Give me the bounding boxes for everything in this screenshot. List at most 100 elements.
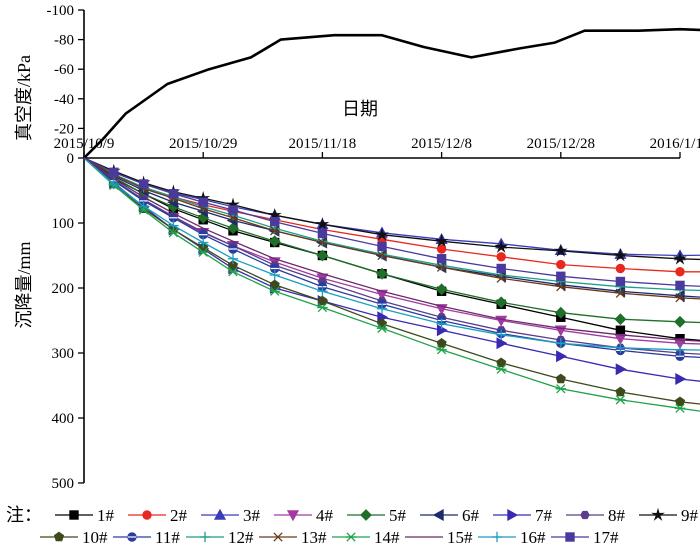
legend-label: 5# xyxy=(389,506,407,525)
settlement-point xyxy=(228,244,238,254)
settlement-point xyxy=(615,342,626,353)
settlement-point xyxy=(227,267,239,277)
settlement-point xyxy=(317,237,328,248)
vacuum-tick-label: -40 xyxy=(54,92,74,108)
legend-label: 17# xyxy=(593,528,619,547)
legend-marker xyxy=(127,532,137,542)
settlement-point xyxy=(269,286,280,296)
legend-label: 10# xyxy=(82,528,108,547)
settlement-point xyxy=(614,313,627,326)
settlement-point xyxy=(494,239,509,253)
legend-label: 4# xyxy=(316,506,334,525)
settlement-point xyxy=(168,189,179,199)
settlement-series-line xyxy=(83,157,700,351)
legend-label: 11# xyxy=(155,528,180,547)
legend-marker xyxy=(651,507,665,521)
settlement-point xyxy=(108,178,119,190)
legend-marker xyxy=(199,531,211,543)
settlement-point xyxy=(436,254,447,264)
settlement-point xyxy=(376,303,388,314)
settlement-point xyxy=(317,286,328,297)
settlement-point xyxy=(615,386,626,397)
legend-marker xyxy=(142,510,152,520)
legend-label: 7# xyxy=(535,506,553,525)
settlement-point xyxy=(674,344,686,355)
legend-item: 1# xyxy=(55,506,115,525)
legend-marker xyxy=(286,510,300,522)
settlement-series-line xyxy=(83,157,700,342)
settlement-point xyxy=(375,289,389,301)
settlement-point xyxy=(198,197,208,207)
settlement-point xyxy=(615,263,626,274)
settlement-point xyxy=(496,329,507,340)
vacuum-tick-label: -80 xyxy=(54,33,74,49)
settlement-point xyxy=(269,269,280,281)
date-axis-title: 日期 xyxy=(342,99,378,119)
settlement-point xyxy=(436,318,447,329)
settlement-point xyxy=(227,259,239,270)
settlement-point xyxy=(673,338,687,350)
settlement-series-line xyxy=(83,157,700,412)
settlement-point xyxy=(316,249,329,262)
legend-note: 注： xyxy=(6,505,42,525)
settlement-point xyxy=(317,295,328,306)
legend-marker xyxy=(69,510,79,520)
settlement-point xyxy=(615,325,626,335)
legend-marker xyxy=(213,508,227,520)
settlement-point xyxy=(228,213,238,223)
legend-label: 12# xyxy=(228,528,254,547)
settlement-point xyxy=(375,227,389,241)
legend-marker xyxy=(345,532,357,542)
legend-label: 3# xyxy=(243,506,261,525)
settlement-point xyxy=(495,296,508,309)
settlement-point xyxy=(496,273,506,283)
settlement-point xyxy=(436,244,447,254)
legend-marker xyxy=(580,510,590,520)
settlement-point xyxy=(270,263,280,274)
vacuum-tick-label: -20 xyxy=(54,121,74,137)
vacuum-series-line xyxy=(83,27,700,159)
legend-item: 2# xyxy=(128,506,188,525)
legend: 注： 1# 2# 3# 4# 5# 6# 7# 8# 9# 10# 11# 12# 13# 14# 15# 16… xyxy=(6,505,699,547)
settlement-point xyxy=(554,306,567,319)
legend-marker xyxy=(432,508,444,522)
legend-label: 9# xyxy=(681,506,699,525)
legend-item: 3# xyxy=(201,506,261,525)
settlement-point xyxy=(434,233,449,248)
settlement-point xyxy=(556,350,568,363)
settlement-point xyxy=(435,283,448,296)
settlement-point xyxy=(556,259,566,270)
vacuum-tick-label: 0 xyxy=(67,151,75,167)
settlement-point xyxy=(228,205,238,215)
settlement-point xyxy=(675,372,687,386)
settlement-point xyxy=(496,337,508,350)
legend-label: 8# xyxy=(608,506,626,525)
settlement-series-line xyxy=(83,157,700,341)
vacuum-axis-title: 真空度/kPa xyxy=(14,55,34,141)
settlement-point xyxy=(555,338,566,349)
legend-item: 15# xyxy=(405,528,473,547)
legend-item: 4# xyxy=(274,506,334,525)
settlement-point xyxy=(496,252,506,262)
legend-marker xyxy=(360,509,372,521)
legend-label: 6# xyxy=(462,506,480,525)
settlement-point xyxy=(376,267,388,280)
settlement-point xyxy=(227,222,239,235)
legend-item: 16# xyxy=(478,528,546,547)
settlement-point xyxy=(198,247,209,257)
legend-item: 14# xyxy=(332,528,400,547)
legend-item: 13# xyxy=(259,528,327,547)
settlement-series-line xyxy=(83,157,700,261)
legend-item: 5# xyxy=(347,506,407,525)
settlement-point xyxy=(674,403,686,413)
settlement-point xyxy=(227,253,239,264)
settlement-point xyxy=(555,384,566,394)
settlement-point xyxy=(138,179,149,189)
date-tick-label: 2015/10/9 xyxy=(54,136,115,152)
settlement-point xyxy=(496,357,507,368)
vacuum-tick-label: -60 xyxy=(54,62,74,78)
settlement-series-line xyxy=(83,157,700,298)
vacuum-tick-label: -100 xyxy=(47,3,75,19)
settlement-series-line xyxy=(83,157,700,300)
